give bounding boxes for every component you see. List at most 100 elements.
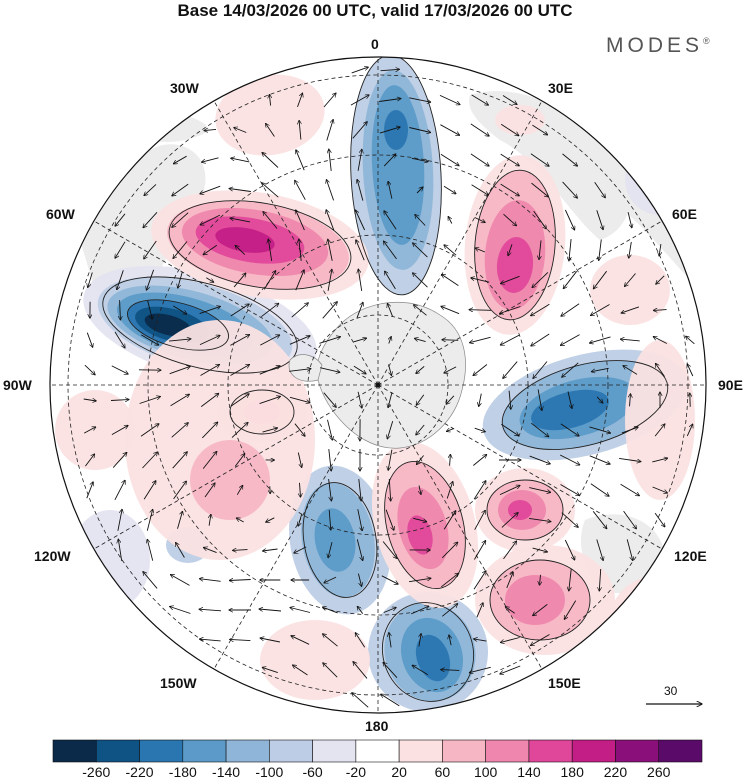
wind-vector-11: [204, 129, 217, 130]
colorbar-swatch-1: [95, 739, 140, 763]
wind-vector-315: [411, 606, 429, 615]
wind-vector-316: [442, 604, 457, 617]
wind-vector-288: [564, 539, 574, 560]
wind-vector-77: [299, 239, 302, 261]
wind-vector-251: [590, 483, 609, 496]
wind-vector-55: [172, 212, 189, 228]
wind-vector-229: [529, 455, 551, 464]
contour-27: [215, 227, 275, 253]
wind-vector-209: [560, 423, 579, 436]
wind-vector-266: [474, 510, 486, 530]
wind-vector-298: [357, 573, 361, 587]
wind-vector-213: [686, 424, 692, 437]
wind-vector-23: [173, 155, 187, 164]
wind-vector-159: [319, 367, 340, 373]
colorbar-tick-11: 180: [560, 764, 584, 780]
wind-vector-129: [653, 310, 667, 311]
wind-vector-343: [381, 694, 400, 707]
contour-45: [505, 575, 565, 625]
wind-vector-267: [501, 513, 518, 528]
colorbar-tick-7: 20: [391, 764, 407, 780]
contour-34: [495, 105, 545, 135]
continent-2: [590, 150, 700, 290]
wind-vector-318: [505, 607, 515, 614]
wind-vector-187: [537, 389, 542, 410]
wind-vector-94: [206, 277, 213, 283]
wind-vector-203: [387, 420, 394, 439]
wind-vector-305: [569, 569, 572, 591]
wind-vector-14: [299, 120, 301, 140]
wind-vector-65: [474, 217, 485, 223]
wind-vector-152: [111, 365, 128, 374]
wind-vector-207: [501, 423, 518, 435]
wind-vector-176: [200, 393, 219, 407]
wind-vector-99: [358, 269, 363, 291]
wind-vector-107: [593, 270, 607, 289]
wind-vector-208: [531, 422, 548, 437]
wind-vector-112: [147, 300, 153, 319]
colorbar-swatch-6: [312, 739, 357, 763]
wind-vector-97: [295, 270, 304, 291]
wind-vector-243: [358, 479, 361, 501]
wind-vector-172: [83, 399, 97, 401]
wind-vector-137: [289, 336, 310, 345]
wind-vector-19: [440, 124, 459, 136]
lon-label-150w: 150W: [160, 675, 197, 691]
wind-vector-329: [449, 635, 451, 646]
contour-line-8: [486, 479, 564, 541]
wind-vector-41: [262, 183, 279, 198]
lon-label-120e: 120E: [674, 548, 707, 564]
wind-vector-199: [262, 428, 278, 433]
wind-vector-56: [200, 214, 221, 225]
wind-vector-45: [388, 181, 393, 199]
wind-vector-138: [319, 337, 341, 344]
wind-vector-120: [387, 303, 394, 317]
colorbar-swatch-4: [225, 739, 270, 763]
lon-label-90w: 90W: [3, 377, 32, 393]
wind-vector-28: [329, 149, 332, 171]
wind-vector-236: [143, 481, 156, 500]
wind-vector-130: [86, 332, 92, 348]
wind-vector-89: [659, 244, 661, 256]
wind-vector-111: [120, 300, 121, 320]
lon-label-120w: 120W: [34, 548, 71, 564]
wind-vector-96: [263, 271, 275, 290]
wind-vector-244: [389, 478, 390, 501]
wind-vector-257: [209, 514, 211, 526]
wind-vector-310: [259, 609, 282, 611]
wind-vector-256: [177, 511, 183, 529]
wind-vector-260: [298, 513, 303, 526]
wind-vector-32: [440, 153, 459, 165]
wind-vector-31: [411, 157, 428, 161]
wind-vector-285: [474, 541, 485, 560]
wind-vector-69: [596, 210, 603, 229]
graticule: [50, 57, 706, 713]
contour-32: [215, 74, 325, 156]
wind-vector-10: [502, 95, 517, 105]
colorbar-tick-8: 60: [434, 764, 451, 780]
wind-vector-238: [204, 483, 215, 498]
wind-vector-183: [416, 394, 425, 406]
wind-vector-242: [328, 479, 332, 501]
wind-vector-281: [356, 539, 362, 560]
wind-vector-250: [560, 484, 580, 496]
wind-vector-36: [562, 153, 578, 166]
meridian-1: [377, 100, 543, 386]
wind-vector-7: [409, 97, 431, 102]
contour-50: [190, 440, 270, 520]
wind-vector-127: [591, 304, 610, 316]
wind-vector-148: [620, 339, 640, 341]
wind-vector-270: [592, 511, 607, 528]
wind-vector-4: [323, 93, 336, 108]
contour-line-11: [229, 389, 295, 435]
contour-38: [407, 515, 433, 555]
wind-vector-66: [503, 213, 517, 226]
wind-vector-248: [499, 485, 520, 496]
wind-vector-307: [170, 607, 191, 614]
wind-vector-261: [329, 509, 331, 530]
wind-vector-170: [655, 363, 665, 377]
colorbar-swatch-2: [139, 739, 184, 763]
wind-vector-215: [112, 452, 127, 468]
wind-vector-22: [532, 124, 547, 135]
wind-vector-161: [388, 364, 392, 376]
